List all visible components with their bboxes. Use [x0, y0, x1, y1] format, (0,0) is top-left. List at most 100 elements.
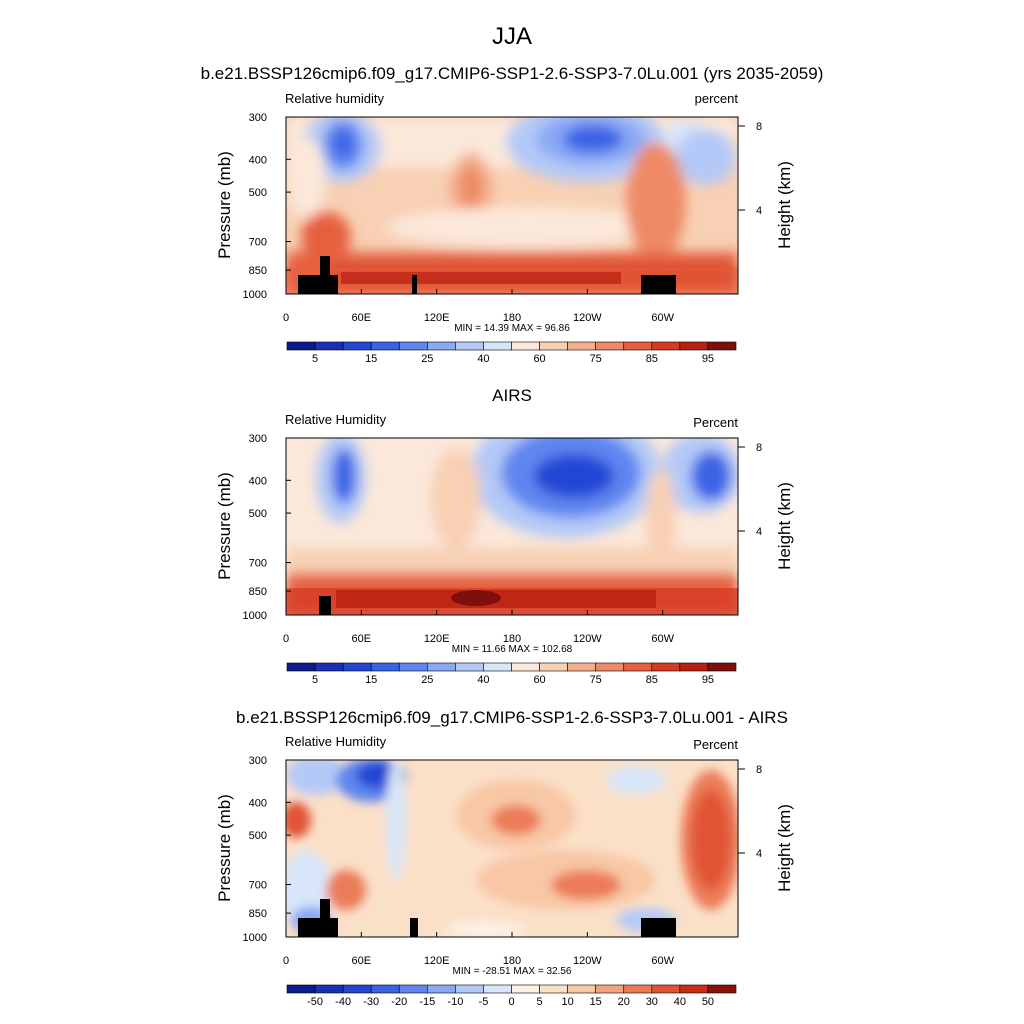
colorbar-swatch: [314, 662, 344, 672]
y-tick-label: 500: [249, 508, 267, 520]
y-tick-label: 700: [249, 558, 267, 570]
y-axis: 300 400 500 700 850 1000: [243, 112, 291, 301]
height-axis: 84: [738, 442, 762, 538]
colorbar-label: 5: [312, 353, 318, 365]
colorbar-swatch: [286, 662, 316, 672]
colorbar-label: 25: [421, 674, 433, 686]
colorbar-label: 15: [365, 674, 377, 686]
colorbar-swatch: [623, 662, 653, 672]
panel-difference: b.e21.BSSP126cmip6.f09_g17.CMIP6-SSP1-2.…: [215, 708, 794, 1008]
height-axis: 84: [738, 121, 762, 217]
colorbar-label: -50: [307, 996, 323, 1008]
colorbar: -50 -40 -30 -20 -15 -10 -5 0 5 10 15 20 30 40 50: [286, 984, 737, 1008]
y-tick-label: 400: [249, 475, 267, 487]
heatmap-airs: [286, 438, 738, 615]
colorbar-swatch: [511, 662, 540, 672]
height-axis: 84: [738, 764, 762, 860]
panel-title: b.e21.BSSP126cmip6.f09_g17.CMIP6-SSP1-2.…: [201, 64, 824, 83]
y-tick-label: 700: [249, 237, 267, 249]
season-title: JJA: [492, 23, 532, 50]
colorbar-label: 0: [508, 996, 514, 1008]
colorbar-label: 75: [590, 353, 602, 365]
colorbar-label: 40: [674, 996, 686, 1008]
x-tick-label: 120W: [573, 955, 602, 967]
heatmap-difference: [286, 760, 738, 937]
colorbar-swatch: [370, 984, 400, 994]
colorbar-label: -40: [335, 996, 351, 1008]
colorbar-swatch: [707, 662, 737, 672]
height-tick-label: 4: [756, 205, 762, 217]
colorbar-label: 85: [646, 674, 658, 686]
colorbar-label: -10: [447, 996, 463, 1008]
colorbar-swatch: [427, 662, 456, 672]
y-tick-label: 1000: [243, 932, 267, 944]
colorbar: 5 15 25 40 60 75 85 95: [286, 341, 737, 365]
colorbar-swatch: [483, 984, 512, 994]
height-tick-label: 4: [756, 848, 762, 860]
colorbar-swatch: [398, 662, 428, 672]
colorbar-swatch: [623, 984, 653, 994]
y2-axis-label: Height (km): [775, 482, 794, 570]
x-tick-label: 120E: [424, 633, 450, 645]
colorbar-label: -20: [391, 996, 407, 1008]
x-tick-label: 0: [283, 633, 289, 645]
colorbar-label: 5: [312, 674, 318, 686]
y-tick-label: 1000: [243, 289, 267, 301]
min-max-text: MIN = 14.39 MAX = 96.86: [454, 323, 570, 334]
colorbar-label: 15: [365, 353, 377, 365]
y-tick-label: 300: [249, 433, 267, 445]
colorbar-label: 20: [618, 996, 630, 1008]
x-tick-label: 180: [503, 633, 521, 645]
colorbar-swatch: [539, 662, 568, 672]
min-max-text: MIN = -28.51 MAX = 32.56: [453, 966, 572, 977]
colorbar-swatch: [567, 662, 596, 672]
y-axis-label: Pressure (mb): [215, 794, 234, 902]
colorbar-swatch: [679, 984, 709, 994]
colorbar-swatch: [483, 662, 512, 672]
colorbar-swatch: [455, 341, 484, 351]
colorbar-swatch: [314, 984, 344, 994]
colorbar-label: 40: [477, 674, 489, 686]
y-axis: 300 400 500 700 850 1000: [243, 433, 291, 622]
y-axis-label: Pressure (mb): [215, 151, 234, 259]
units-label: Percent: [693, 737, 738, 752]
field-label: Relative Humidity: [285, 412, 387, 427]
units-label: Percent: [693, 415, 738, 430]
colorbar-label: -5: [479, 996, 489, 1008]
x-tick-label: 60E: [352, 955, 372, 967]
colorbar-label: 40: [477, 353, 489, 365]
x-tick-label: 60W: [651, 312, 674, 324]
colorbar-swatch: [398, 341, 428, 351]
y-tick-label: 850: [249, 586, 267, 598]
colorbar-swatch: [651, 662, 681, 672]
colorbar-swatch: [398, 984, 428, 994]
colorbar-swatch: [595, 662, 625, 672]
y-tick-label: 300: [249, 112, 267, 124]
panel-title: AIRS: [492, 386, 532, 405]
field-label: Relative Humidity: [285, 734, 387, 749]
colorbar-swatch: [370, 662, 400, 672]
colorbar-label: -15: [419, 996, 435, 1008]
colorbar-label: 95: [702, 353, 714, 365]
x-tick-label: 120W: [573, 633, 602, 645]
colorbar-swatch: [567, 341, 596, 351]
y-tick-label: 850: [249, 908, 267, 920]
x-tick-label: 60E: [352, 312, 372, 324]
colorbar-swatch: [707, 984, 737, 994]
colorbar-label: 15: [590, 996, 602, 1008]
panel-model: b.e21.BSSP126cmip6.f09_g17.CMIP6-SSP1-2.…: [201, 64, 824, 365]
colorbar-swatch: [707, 341, 737, 351]
colorbar-swatch: [370, 341, 400, 351]
colorbar-label: 95: [702, 674, 714, 686]
y-tick-label: 300: [249, 755, 267, 767]
colorbar-label: 5: [537, 996, 543, 1008]
colorbar-swatch: [623, 341, 653, 351]
units-label: percent: [695, 91, 739, 106]
colorbar-swatch: [427, 984, 456, 994]
colorbar-swatch: [679, 341, 709, 351]
colorbar-label: 30: [646, 996, 658, 1008]
colorbar-swatch: [455, 984, 484, 994]
y-tick-label: 850: [249, 265, 267, 277]
x-axis: 0 60E 120E 180 120W 60W: [283, 289, 675, 324]
